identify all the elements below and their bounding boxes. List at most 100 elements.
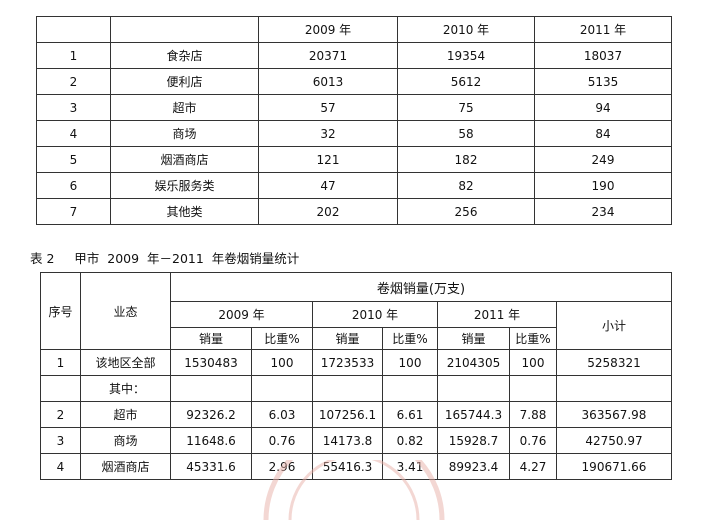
row-number: 3 (40, 427, 81, 454)
subtotal: 5258321 (555, 349, 673, 376)
value-2011: 249 (534, 146, 672, 173)
outlet-type: 其他类 (110, 198, 259, 225)
sales-2011: 89923.4 (437, 453, 510, 480)
outlet-type: 超市 (110, 94, 259, 121)
value-2009: 202 (258, 198, 398, 225)
outlet-type: 食杂店 (110, 42, 259, 69)
header-cell: 2010 年 (397, 16, 535, 43)
value-2010: 82 (397, 172, 535, 199)
row-number: 4 (36, 120, 111, 147)
value-2009: 57 (258, 94, 398, 121)
table-header-row: 2009 年 2010 年 2011 年 小计 (41, 301, 673, 350)
header-share: 比重% (509, 327, 557, 350)
value-2010: 75 (397, 94, 535, 121)
value-2009: 20371 (258, 42, 398, 69)
cigarette-sales-table: 序号 业态 卷烟销量(万支) 2009 年 2010 年 2011 年 小计 销… (40, 272, 673, 480)
row-number: 5 (36, 146, 111, 173)
outlet-type: 其中： (80, 375, 171, 402)
table-row: 6 娱乐服务类 47 82 190 (36, 172, 672, 199)
header-cell: 2011 年 (534, 16, 672, 43)
sales-2011: 2104305 (437, 349, 510, 376)
share-2009: 6.03 (251, 401, 313, 428)
value-2011: 190 (534, 172, 672, 199)
row-number: 2 (36, 68, 111, 95)
value-2009: 47 (258, 172, 398, 199)
value-2010: 256 (397, 198, 535, 225)
outlet-type: 烟酒商店 (110, 146, 259, 173)
share-2011 (509, 375, 557, 402)
outlet-count-table: 2009 年 2010 年 2011 年 1 食杂店 20371 19354 1… (36, 16, 672, 225)
outlet-type: 便利店 (110, 68, 259, 95)
table-row: 其中： (40, 375, 673, 402)
subtotal: 42750.97 (555, 427, 673, 454)
table-row: 2 超市 92326.2 6.03 107256.1 6.61 165744.3… (40, 401, 673, 428)
header-cell (110, 16, 259, 43)
outlet-type: 烟酒商店 (80, 453, 171, 480)
header-share: 比重% (251, 327, 313, 350)
sales-2010: 107256.1 (312, 401, 383, 428)
header-sales: 销量 (312, 327, 383, 350)
row-number: 1 (40, 349, 81, 376)
table-row: 7 其他类 202 256 234 (36, 198, 672, 225)
sales-2010: 14173.8 (312, 427, 383, 454)
value-2009: 121 (258, 146, 398, 173)
value-2011: 5135 (534, 68, 672, 95)
value-2011: 18037 (534, 42, 672, 69)
sales-2009 (170, 375, 252, 402)
value-2009: 6013 (258, 68, 398, 95)
sales-2009: 45331.6 (170, 453, 252, 480)
table-header-row: 序号 业态 卷烟销量(万支) (40, 272, 673, 350)
row-number: 6 (36, 172, 111, 199)
share-2011: 0.76 (509, 427, 557, 454)
share-2009: 0.76 (251, 427, 313, 454)
share-2009: 100 (251, 349, 313, 376)
outlet-type: 商场 (110, 120, 259, 147)
table-row: 5 烟酒商店 121 182 249 (36, 146, 672, 173)
header-sales: 销量 (170, 327, 252, 350)
row-number: 1 (36, 42, 111, 69)
outlet-type: 娱乐服务类 (110, 172, 259, 199)
header-cell: 2009 年 (258, 16, 398, 43)
table-row: 4 商场 32 58 84 (36, 120, 672, 147)
row-number: 2 (40, 401, 81, 428)
header-subtotal: 小计 (555, 301, 673, 350)
share-2009: 2.96 (251, 453, 313, 480)
share-2010: 6.61 (382, 401, 438, 428)
subtotal (555, 375, 673, 402)
sales-2009: 92326.2 (170, 401, 252, 428)
value-2011: 234 (534, 198, 672, 225)
outlet-type: 商场 (80, 427, 171, 454)
table-row: 3 超市 57 75 94 (36, 94, 672, 121)
table-row: 4 烟酒商店 45331.6 2.96 55416.3 3.41 89923.4… (40, 453, 673, 480)
outlet-type: 该地区全部 (80, 349, 171, 376)
share-2010: 3.41 (382, 453, 438, 480)
share-2009 (251, 375, 313, 402)
share-2011: 100 (509, 349, 557, 376)
header-number: 序号 (40, 272, 81, 350)
table-row: 1 该地区全部 1530483 100 1723533 100 2104305 … (40, 349, 673, 376)
header-year-2011: 2011 年 (437, 301, 557, 328)
row-number: 4 (40, 453, 81, 480)
header-sales: 销量 (437, 327, 510, 350)
header-year-2009: 2009 年 (170, 301, 313, 328)
sales-2009: 11648.6 (170, 427, 252, 454)
header-cell (36, 16, 111, 43)
sales-2011: 165744.3 (437, 401, 510, 428)
share-2010: 0.82 (382, 427, 438, 454)
table-row: 3 商场 11648.6 0.76 14173.8 0.82 15928.7 0… (40, 427, 673, 454)
table-row: 2 便利店 6013 5612 5135 (36, 68, 672, 95)
value-2011: 94 (534, 94, 672, 121)
sales-2010 (312, 375, 383, 402)
subtotal: 190671.66 (555, 453, 673, 480)
share-2010 (382, 375, 438, 402)
sales-2011: 15928.7 (437, 427, 510, 454)
header-outlet-type: 业态 (80, 272, 171, 350)
share-2011: 4.27 (509, 453, 557, 480)
value-2011: 84 (534, 120, 672, 147)
value-2010: 5612 (397, 68, 535, 95)
sales-2010: 55416.3 (312, 453, 383, 480)
sales-2010: 1723533 (312, 349, 383, 376)
sales-2011 (437, 375, 510, 402)
table-header-row: 2009 年 2010 年 2011 年 (36, 16, 672, 43)
value-2010: 182 (397, 146, 535, 173)
